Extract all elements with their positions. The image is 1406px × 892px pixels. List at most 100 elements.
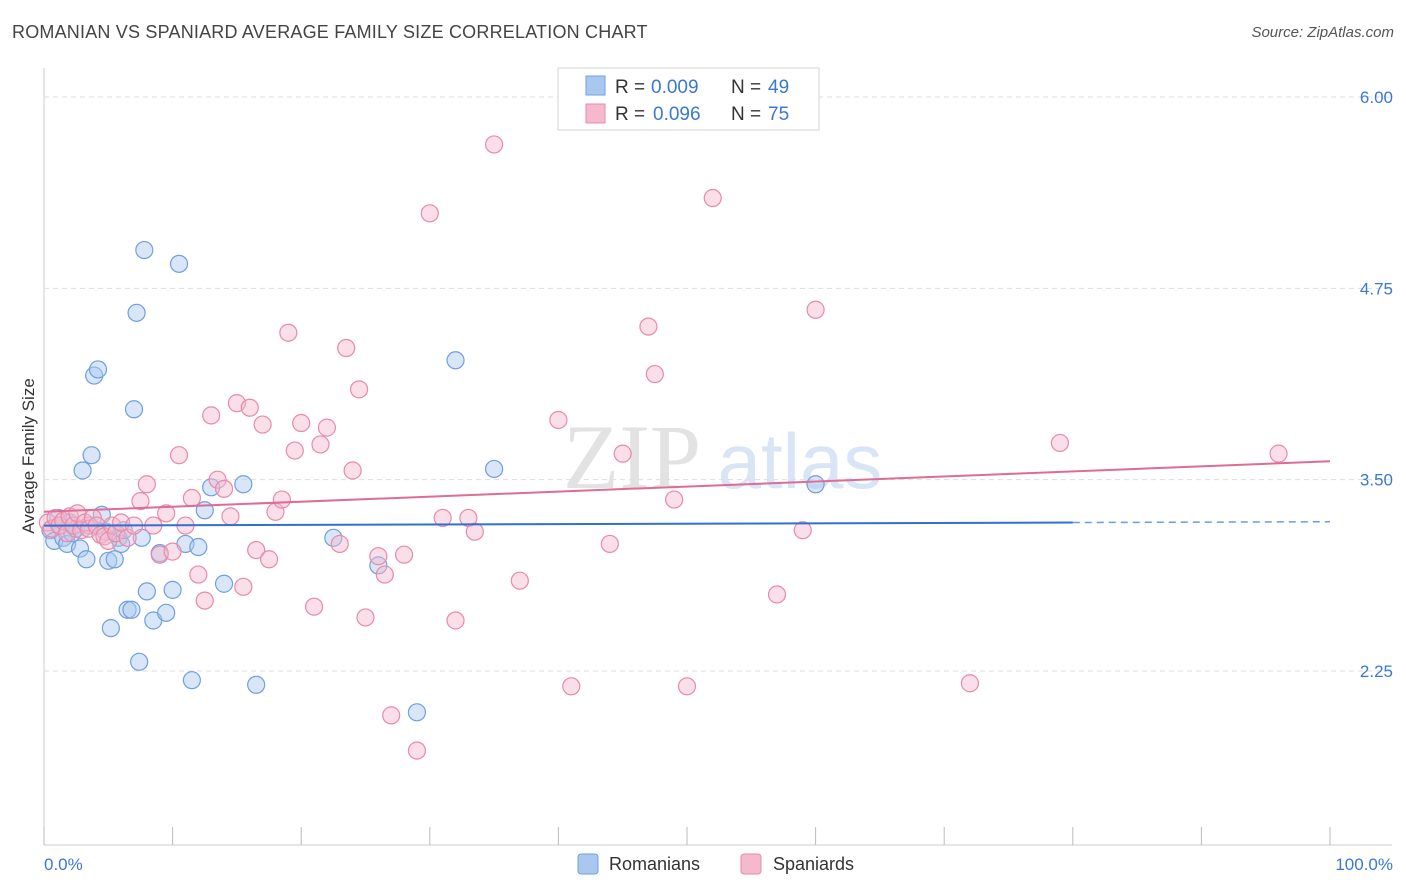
bottom-legend-romanians: Romanians [609,854,700,874]
romanian-point [182,671,201,690]
spaniard-point [214,479,234,498]
spaniard-point [317,418,337,437]
spaniard-point [304,597,324,616]
y-axis-label: Average Family Size [19,378,38,534]
spaniard-point [677,677,697,696]
spaniard-point [433,508,452,528]
watermark-zip: ZIP [563,406,701,508]
romanian-point [135,240,154,260]
romanian-point [105,550,124,569]
trend-lines [43,460,1331,527]
x-tick-label-max: 100.0% [1335,855,1393,874]
spaniard-point [639,317,658,336]
spaniard-point [253,415,272,434]
spaniard-point [806,300,825,319]
spaniard-point [343,461,362,480]
spaniard-point [234,577,253,596]
y-tick-label: 3.50 [1360,471,1393,490]
spaniard-point [272,490,292,509]
spaniard-point [131,491,150,511]
romanian-point [369,556,388,575]
chart-title: ROMANIAN VS SPANIARD AVERAGE FAMILY SIZE… [12,22,648,42]
spaniard-point [407,741,427,760]
spaniard-point [279,323,298,342]
legend-n-label-2: N = [731,104,761,125]
romanian-point [485,459,504,479]
watermark: ZIP atlas [563,406,882,508]
spaniard-point [202,406,221,425]
spaniard-point [285,441,304,460]
spaniards-trend-line [43,460,1331,513]
spaniard-point [703,188,722,208]
romanian-point [73,461,92,480]
spaniard-point [163,542,182,561]
spaniard-point [767,585,787,604]
romanian-point [118,600,137,619]
romanians-trend-line [43,521,1073,527]
spaniard-point [613,444,632,463]
spaniard-point [793,521,812,540]
romanian-point [137,582,156,601]
legend-n-value-1: 49 [768,77,789,98]
spaniard-point [349,380,369,399]
romanian-point [214,574,234,593]
y-tick-label: 2.25 [1360,662,1393,681]
spaniard-point [369,547,388,566]
series-legend: Romanians Spaniards [577,853,854,875]
spaniard-point [960,674,980,693]
spaniard-point [382,706,401,725]
spaniard-point [311,435,330,454]
spaniard-point [665,490,684,509]
romanian-point [82,446,101,465]
spaniard-point [240,398,259,417]
watermark-atlas: atlas [718,417,883,505]
romanian-point [101,619,120,638]
romanian-point [234,475,253,494]
spaniard-point [420,204,439,223]
spaniard-point [137,475,156,494]
spaniard-point [645,364,664,384]
y-tick-label: 4.75 [1360,279,1393,298]
legend-r-label-1: R = [615,77,645,98]
romanians-points [41,240,825,722]
romanian-point [122,600,141,619]
romanian-point [130,652,149,671]
spaniard-point [394,545,414,564]
spaniard-point [510,571,529,590]
spaniard-point [195,591,214,610]
spaniard-point [169,446,189,465]
spaniard-point [259,550,279,569]
spaniard-point [485,135,504,154]
spaniard-point [465,522,484,541]
spaniard-point [189,565,208,584]
romanian-point [169,254,189,273]
romanian-point [124,400,144,419]
legend-swatch-spaniards [585,103,606,124]
romanian-point [127,303,146,322]
spaniard-point [1050,433,1070,453]
romanian-point [446,351,465,370]
spaniard-point [446,611,465,630]
spaniard-point [562,677,581,696]
romanian-point [99,551,118,570]
source-label: Source: ZipAtlas.com [1251,24,1394,41]
spaniard-point [208,470,227,489]
legend-n-value-2: 75 [768,104,789,125]
legend-swatch-romanians [585,75,606,96]
romanian-point [189,537,208,557]
stats-legend: R = 0.009 N = 49 R = 0.096 N = 75 [557,67,820,131]
bottom-swatch-spaniards [740,853,762,875]
romanian-point [157,603,176,622]
romanian-point [407,703,427,722]
spaniard-point [182,488,201,508]
legend-n-label-1: N = [731,77,761,98]
spaniard-point [600,534,619,554]
spaniard-point [221,507,240,526]
x-tick-label-min: 0.0% [44,855,83,874]
spaniard-point [99,531,118,550]
romanians-trend-line-extension [1072,521,1331,524]
romanian-point [163,580,182,599]
bottom-swatch-romanians [577,853,599,875]
romanian-point [247,675,266,694]
